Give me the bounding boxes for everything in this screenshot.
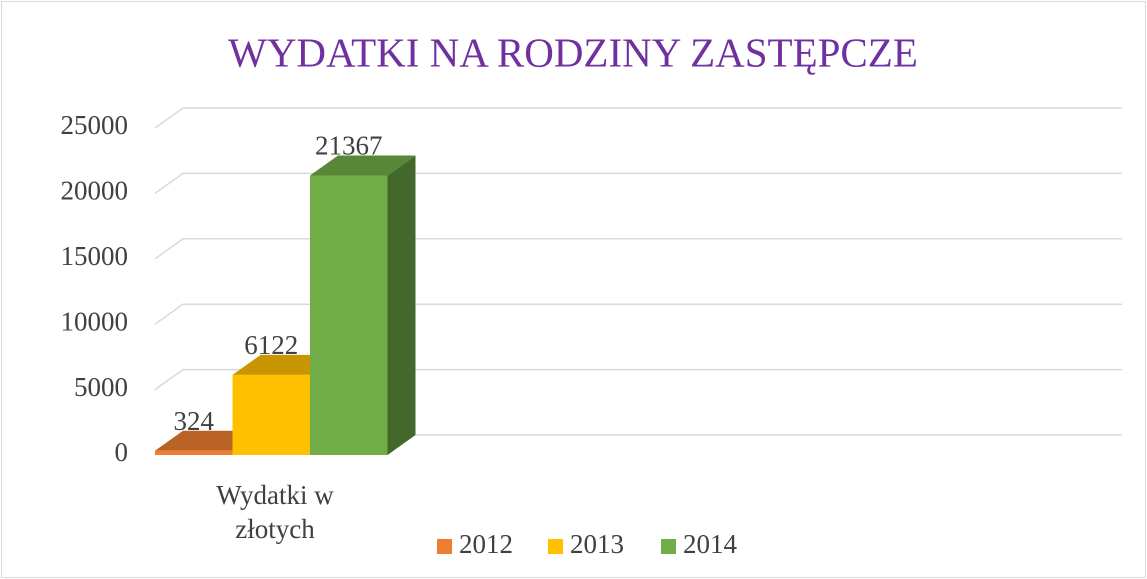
grid-line xyxy=(154,368,1122,391)
data-label: 324 xyxy=(174,406,215,436)
y-tick-label: 5000 xyxy=(74,372,128,402)
legend-swatch xyxy=(548,539,563,554)
legend-label: 2014 xyxy=(683,529,738,559)
y-tick-label: 0 xyxy=(115,437,129,467)
bar-top xyxy=(310,155,416,176)
bar-side xyxy=(387,155,416,455)
bar xyxy=(310,175,388,455)
data-label: 21367 xyxy=(315,131,383,161)
legend-label: 2012 xyxy=(459,529,513,559)
y-tick-label: 25000 xyxy=(61,110,129,140)
grid-line xyxy=(154,238,1122,260)
bar xyxy=(155,450,233,455)
data-label: 6122 xyxy=(244,330,298,360)
grid-line xyxy=(154,107,1122,129)
y-tick-label: 15000 xyxy=(61,241,129,271)
legend-swatch xyxy=(661,539,676,554)
y-tick-label: 20000 xyxy=(61,176,129,206)
x-tick-label: Wydatki w złotych xyxy=(216,480,334,544)
chart-title: WYDATKI NA RODZINY ZASTĘPCZE xyxy=(228,29,918,75)
legend-label: 2013 xyxy=(570,529,624,559)
grid-line xyxy=(154,172,1122,195)
bar xyxy=(232,374,310,455)
legend-swatch xyxy=(437,539,452,554)
y-tick-label: 10000 xyxy=(61,306,129,336)
grid-line xyxy=(154,303,1122,325)
